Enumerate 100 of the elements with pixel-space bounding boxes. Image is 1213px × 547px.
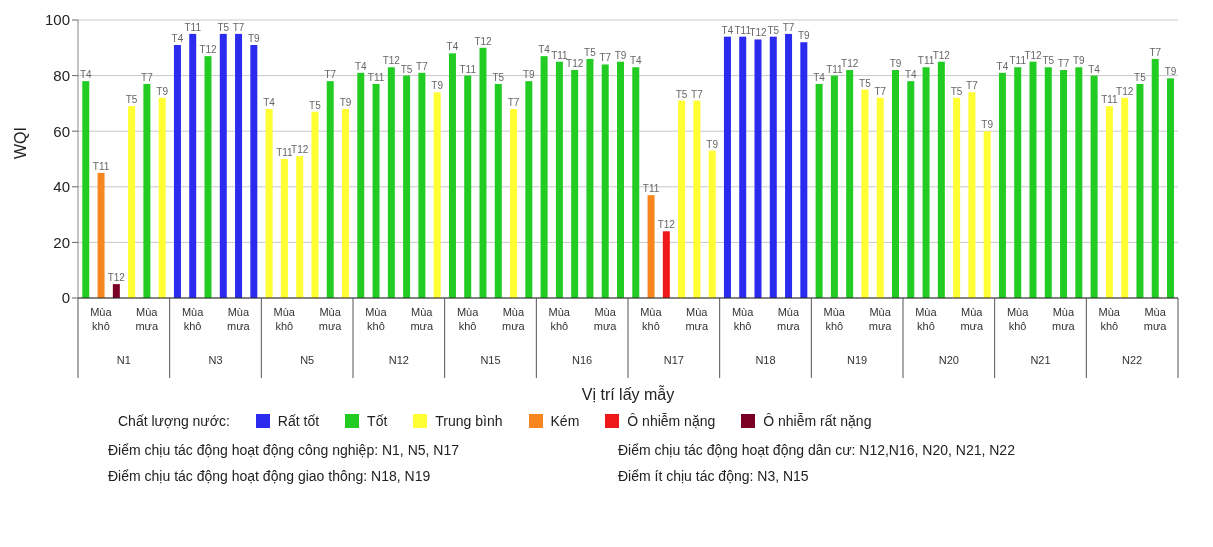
text: Mùa mưa xyxy=(502,306,526,332)
bar xyxy=(403,75,411,298)
data-label: T12 xyxy=(566,58,584,70)
text: Mùa mưa xyxy=(135,306,159,332)
text: Mùa khô xyxy=(548,306,571,332)
text: N16 xyxy=(572,354,593,366)
text: Điểm chịu tác động hoạt động giao thông: N18, N19 xyxy=(108,468,432,484)
data-label: T9 xyxy=(156,85,169,97)
y-tick-label: 0 xyxy=(61,289,70,307)
bar xyxy=(769,36,777,298)
data-label: T9 xyxy=(1073,55,1086,67)
data-label: T12 xyxy=(199,44,218,56)
text: N21 xyxy=(1030,354,1051,366)
legend-label: Ô nhiễm rất nặng xyxy=(762,413,872,429)
text: Điểm chịu tác động hoạt động công nghiệp: N1, N5, N17 xyxy=(108,442,460,458)
text: Mùa khô xyxy=(640,306,663,332)
legend-label: Rất tốt xyxy=(276,413,320,429)
text: N5 xyxy=(300,354,315,366)
data-label: T11 xyxy=(92,160,110,172)
data-label: T9 xyxy=(1164,66,1177,78)
y-axis-title: WQI xyxy=(11,127,29,159)
bar xyxy=(250,45,258,298)
data-label: T12 xyxy=(291,144,309,156)
data-label: T4 xyxy=(813,71,826,83)
data-label: T11 xyxy=(551,49,569,61)
text: Mùa khô xyxy=(1006,306,1030,332)
data-label: T7 xyxy=(782,21,795,33)
data-label: T11 xyxy=(276,147,294,158)
data-label: T5 xyxy=(309,99,322,111)
bar xyxy=(189,33,197,298)
text: N19 xyxy=(847,354,868,366)
data-label: T12 xyxy=(474,35,493,47)
data-label: T4 xyxy=(629,55,643,67)
bar xyxy=(204,56,212,298)
bar xyxy=(571,70,579,298)
data-label: T7 xyxy=(874,85,887,97)
data-label: T11 xyxy=(1009,55,1027,67)
text: Mùa khô xyxy=(823,306,846,332)
bar xyxy=(693,100,701,298)
bar xyxy=(723,36,731,298)
bar xyxy=(601,64,609,298)
data-label: T5 xyxy=(1134,71,1147,83)
data-label: T12 xyxy=(382,55,401,67)
x-axis-title: Vị trí lấy mẫy xyxy=(581,385,675,403)
data-label: T7 xyxy=(507,96,520,108)
y-tick-label: 100 xyxy=(44,11,70,29)
bar xyxy=(479,47,487,298)
data-label: T12 xyxy=(841,58,859,70)
bar xyxy=(525,81,533,298)
bar xyxy=(815,83,823,298)
bar xyxy=(1044,67,1052,298)
bar xyxy=(1121,97,1129,298)
data-label: T5 xyxy=(400,63,413,75)
data-label: T4 xyxy=(1088,63,1101,75)
bar xyxy=(1060,70,1068,298)
data-label: T7 xyxy=(599,52,612,64)
data-label: T4 xyxy=(446,41,459,53)
bar xyxy=(97,172,105,298)
bar xyxy=(1090,75,1098,298)
data-label: T11 xyxy=(459,63,477,75)
data-label: T5 xyxy=(125,94,138,106)
data-label: T12 xyxy=(1116,85,1134,97)
data-label: T12 xyxy=(657,219,676,231)
text: N18 xyxy=(755,354,776,366)
data-label: T7 xyxy=(324,69,337,81)
data-label: T11 xyxy=(642,183,660,195)
bar xyxy=(143,83,151,298)
bar xyxy=(464,75,472,298)
y-tick-label: 20 xyxy=(53,233,70,251)
bar xyxy=(953,97,961,298)
data-label: T7 xyxy=(141,71,154,83)
bar xyxy=(800,42,808,298)
text: Mùa mưa xyxy=(227,306,251,332)
data-label: T4 xyxy=(538,44,551,56)
bar xyxy=(372,83,380,298)
bar xyxy=(173,45,181,298)
text: Điểm chịu tác động hoạt động dân cư: N12,N16, N20, N21, N22 xyxy=(618,442,1016,458)
bar xyxy=(82,81,90,298)
data-label: T9 xyxy=(339,96,352,108)
bar xyxy=(662,231,670,298)
data-label: T7 xyxy=(1057,58,1070,70)
bar xyxy=(510,108,518,298)
text: Điểm ít chịu tác động: N3, N15 xyxy=(618,468,810,484)
text: Mùa mưa xyxy=(410,306,434,332)
legend-label: Tốt xyxy=(366,413,388,429)
y-tick-label: 60 xyxy=(53,122,70,140)
bar xyxy=(326,81,334,298)
bar xyxy=(876,97,884,298)
data-label: T7 xyxy=(416,60,429,72)
data-label: T5 xyxy=(950,85,963,97)
data-label: T7 xyxy=(232,21,245,33)
bar xyxy=(586,58,594,298)
text: Mùa khô xyxy=(456,306,480,332)
data-label: T5 xyxy=(767,24,780,36)
data-label: T7 xyxy=(966,80,979,92)
text: N1 xyxy=(116,354,131,366)
data-label: T4 xyxy=(904,69,918,81)
text: N12 xyxy=(388,354,409,366)
bar xyxy=(708,150,716,298)
data-label: T4 xyxy=(996,60,1009,72)
